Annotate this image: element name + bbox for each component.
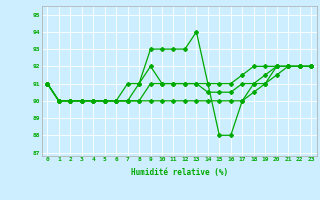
X-axis label: Humidité relative (%): Humidité relative (%) bbox=[131, 168, 228, 177]
